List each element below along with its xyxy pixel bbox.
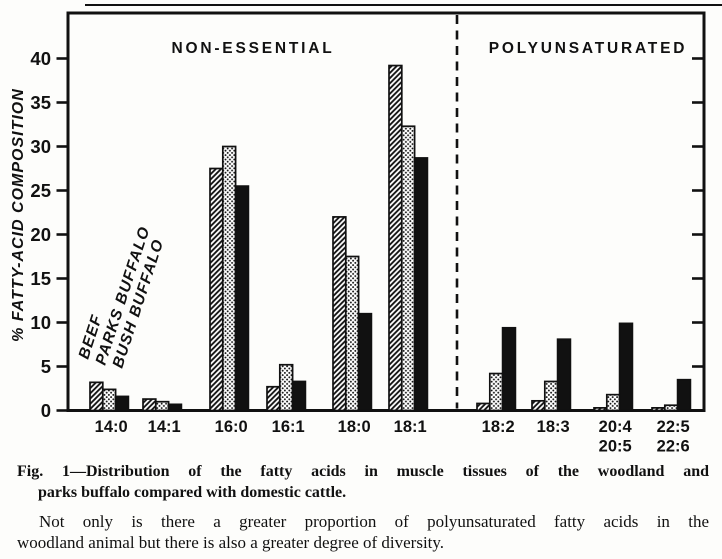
y-axis-tick-label-35: 35: [30, 92, 51, 113]
figure-body-line-1: Not only is there a greater proportion o…: [39, 512, 709, 532]
bar-parks-buffalo-22-5-22-6: [663, 404, 679, 412]
bar-bush-buffalo-22-5-22-6: [676, 378, 692, 412]
y-axis-tick-label-40: 40: [30, 48, 51, 69]
bar-parks-buffalo-14-0: [101, 388, 117, 412]
fatty-acid-composition-bar-chart: 0 5 10 15 20 25 30 35 40 % FATTY-ACID COMPOSITION…: [10, 4, 722, 456]
bar-beef-20-4-20-5: [593, 407, 608, 412]
section-label-polyunsaturated: POLYUNSATURATED: [489, 40, 687, 57]
x-category-label-14-0: 14:0: [95, 418, 128, 436]
x-category-label-20-4-20-5: 20:4 20:5: [599, 418, 633, 456]
x-category-label-22-5-22-6: 22:5 22:6: [657, 418, 690, 456]
bar-bush-buffalo-16-0: [234, 185, 250, 412]
plot-border: [66, 11, 706, 412]
bar-beef-22-5-22-6: [651, 407, 666, 412]
bar-beef-18-2: [476, 402, 491, 412]
bar-bush-buffalo-18-1: [413, 157, 429, 412]
bar-beef-18-0: [332, 216, 347, 412]
y-axis-tick-label-25: 25: [30, 180, 51, 201]
bar-parks-buffalo-20-4-20-5: [605, 393, 621, 412]
bar-beef-14-0: [89, 381, 104, 412]
bar-beef-16-1: [266, 385, 281, 412]
x-category-label-16-0: 16:0: [215, 418, 248, 436]
x-category-label-18-3: 18:3: [537, 418, 570, 436]
bar-bush-buffalo-18-0: [357, 312, 373, 412]
y-axis-tick-label-20: 20: [30, 224, 51, 245]
bar-parks-buffalo-18-3: [543, 380, 559, 412]
y-axis-tick-label-15: 15: [30, 268, 51, 289]
bar-bush-buffalo-20-4-20-5: [618, 322, 634, 412]
bar-parks-buffalo-16-1: [278, 363, 294, 412]
bar-parks-buffalo-18-2: [488, 372, 504, 412]
figure-caption-line-2: parks buffalo compared with domestic cat…: [38, 484, 347, 502]
bar-bush-buffalo-18-2: [501, 326, 517, 412]
y-axis-tick-label-0: 0: [41, 400, 51, 421]
x-category-label-18-0: 18:0: [338, 418, 371, 436]
bar-parks-buffalo-18-0: [344, 255, 360, 412]
bar-bush-buffalo-14-0: [114, 395, 130, 412]
y-axis-tick-label-5: 5: [41, 356, 51, 377]
x-category-label-18-2: 18:2: [482, 418, 515, 436]
x-category-label-14-1: 14:1: [148, 418, 181, 436]
bar-parks-buffalo-18-1: [400, 125, 416, 412]
y-axis-title: % FATTY-ACID COMPOSITION: [10, 88, 27, 342]
figure-caption-line-1: Fig. 1—Distribution of the fatty acids i…: [17, 463, 709, 480]
bar-bush-buffalo-18-3: [556, 338, 572, 412]
figure-caption: Fig. 1—Distribution of the fatty acids i…: [17, 461, 709, 503]
bar-bush-buffalo-16-1: [291, 380, 307, 412]
bar-beef-16-0: [209, 167, 224, 412]
bar-parks-buffalo-14-1: [154, 400, 170, 412]
section-label-non-essential: NON-ESSENTIAL: [172, 40, 335, 57]
y-axis-tick-label-10: 10: [30, 312, 51, 333]
bar-parks-buffalo-16-0: [221, 145, 237, 412]
figure-body-line-2: woodland animal but there is also a grea…: [17, 532, 445, 552]
x-category-label-18-1: 18:1: [394, 418, 427, 436]
y-axis-tick-label-30: 30: [30, 136, 51, 157]
x-category-label-16-1: 16:1: [272, 418, 305, 436]
figure-body-paragraph: Not only is there a greater proportion o…: [17, 512, 709, 553]
bar-bush-buffalo-14-1: [167, 403, 183, 412]
bar-beef-18-1: [388, 64, 403, 412]
bar-beef-18-3: [531, 399, 546, 412]
bar-beef-14-1: [142, 398, 157, 412]
